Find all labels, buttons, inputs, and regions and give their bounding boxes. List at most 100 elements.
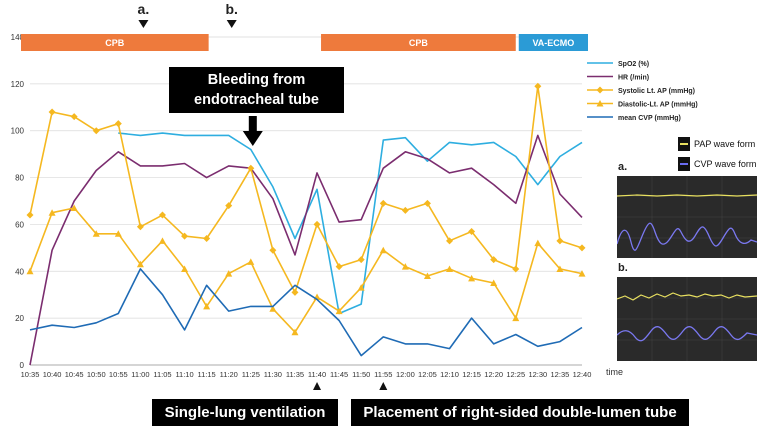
series-line-3 (29, 207, 583, 333)
point-3-10 (247, 258, 255, 265)
x-tick-10:50: 10:50 (87, 370, 106, 379)
annotation-arrow-2 (379, 382, 388, 390)
point-3-4 (114, 230, 122, 237)
x-tick-12:25: 12:25 (506, 370, 525, 379)
legend-label-0: SpO2 (%) (618, 61, 649, 68)
point-2-25 (578, 244, 586, 252)
x-tick-11:50: 11:50 (352, 370, 370, 379)
point-2-5 (136, 223, 144, 231)
x-tick-12:00: 12:00 (396, 370, 415, 379)
series-line-0 (118, 132, 583, 315)
point-3-7 (181, 265, 189, 272)
phase-bar-2 (518, 34, 588, 51)
point-3-12 (291, 328, 299, 336)
point-2-13 (313, 220, 321, 228)
legend-marker-2 (596, 86, 604, 94)
bleeding-arrow-shaft (248, 116, 257, 132)
point-3-3 (92, 230, 100, 237)
pap-swatch-line (680, 143, 688, 145)
point-3-8 (203, 302, 211, 310)
phase-label-1: CPB (409, 38, 429, 48)
point-3-14 (335, 307, 343, 315)
point-3-18 (423, 272, 431, 279)
point-3-1 (48, 209, 56, 216)
y-tick-120: 120 (11, 80, 25, 89)
y-tick-0: 0 (20, 361, 25, 370)
point-3-9 (225, 270, 233, 277)
y-axis: 0 20 40 60 80 100 120 140 (11, 33, 25, 370)
phase-label-0: CPB (105, 38, 125, 48)
point-2-10 (247, 164, 255, 172)
annotation-placement: Placement of right-sided double-lumen tu… (351, 399, 689, 426)
annotation-arrow-1 (313, 382, 322, 390)
point-2-18 (423, 199, 431, 207)
x-axis: 10:35 10:40 10:45 10:50 10:55 11:00 11:05 11:10… (21, 364, 592, 379)
legend-label-2: Systolic Lt. AP (mmHg) (618, 88, 695, 95)
point-3-6 (158, 237, 166, 244)
x-tick-11:20: 11:20 (220, 370, 238, 379)
panel-a-waveform (616, 176, 758, 258)
annotation-single-lung: Single-lung ventilation (152, 399, 338, 426)
point-2-19 (446, 237, 454, 245)
legend-label-4: mean CVP (mmHg) (618, 115, 681, 122)
point-2-17 (401, 206, 409, 214)
phase-bars: CPB CPB VA-ECMO (21, 34, 588, 51)
point-2-14 (335, 263, 343, 271)
y-tick-100: 100 (11, 127, 25, 136)
point-3-21 (490, 279, 498, 286)
phase-label-2: VA-ECMO (532, 38, 574, 48)
y-tick-140: 140 (11, 33, 25, 42)
point-2-20 (468, 227, 476, 235)
point-3-5 (136, 260, 144, 268)
time-markers: a. b. (138, 1, 238, 28)
series-lines (26, 82, 586, 366)
x-tick-11:55: 11:55 (374, 370, 392, 379)
x-tick-12:05: 12:05 (418, 370, 437, 379)
x-tick-10:55: 10:55 (109, 370, 128, 379)
x-tick-11:40: 11:40 (308, 370, 326, 379)
phase-bar-0 (21, 34, 209, 51)
point-2-9 (225, 202, 233, 210)
legend-label-1: HR (/min) (618, 75, 649, 82)
y-tick-40: 40 (15, 267, 24, 276)
point-3-2 (70, 204, 78, 212)
point-2-15 (357, 256, 365, 264)
point-3-16 (379, 246, 387, 254)
x-tick-12:10: 12:10 (440, 370, 459, 379)
x-tick-12:35: 12:35 (551, 370, 570, 379)
x-tick-11:35: 11:35 (286, 370, 304, 379)
cvp-legend-label: CVP wave form (694, 159, 757, 169)
y-tick-20: 20 (15, 314, 24, 323)
x-tick-11:10: 11:10 (175, 370, 193, 379)
legend-label-3: Diastolic-Lt. AP (mmHg) (618, 102, 698, 109)
point-2-23 (534, 82, 542, 90)
legend: SpO2 (%) HR (/min) Systolic Lt. AP (mmHg) D… (587, 61, 698, 122)
point-3-22 (512, 314, 520, 322)
point-2-11 (269, 246, 277, 254)
cvp-swatch-line (680, 163, 688, 165)
x-tick-11:45: 11:45 (330, 370, 348, 379)
point-3-15 (357, 284, 365, 291)
x-tick-12:15: 12:15 (462, 370, 481, 379)
marker-arrow-0 (138, 20, 149, 28)
annotation-bleeding-line2: endotracheal tube (194, 92, 319, 108)
point-2-21 (490, 256, 498, 264)
x-tick-11:25: 11:25 (242, 370, 260, 379)
x-tick-11:15: 11:15 (198, 370, 216, 379)
x-tick-11:00: 11:00 (131, 370, 149, 379)
x-tick-12:30: 12:30 (528, 370, 547, 379)
grid-lines (30, 36, 582, 366)
phase-bar-1 (321, 34, 516, 51)
x-tick-12:40: 12:40 (573, 370, 592, 379)
marker-label-0: a. (138, 1, 150, 17)
marker-arrow-1 (226, 20, 237, 28)
point-3-25 (578, 270, 586, 277)
panel-b-waveform (616, 277, 758, 361)
series-line-4 (29, 268, 583, 357)
point-2-4 (114, 120, 122, 128)
x-tick-10:40: 10:40 (43, 370, 62, 379)
point-2-0 (26, 211, 34, 219)
point-3-11 (269, 305, 277, 312)
point-2-7 (181, 232, 189, 240)
point-3-23 (534, 239, 542, 247)
